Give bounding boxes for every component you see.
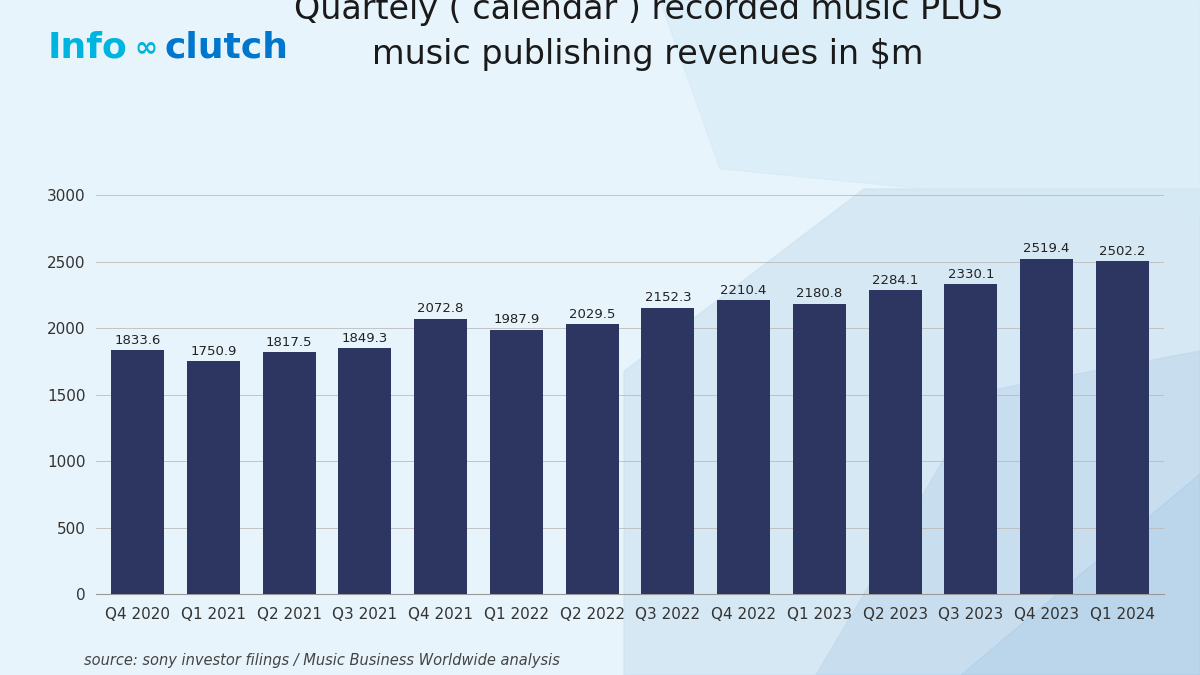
Bar [112,350,164,594]
Bar [490,330,542,594]
Polygon shape [624,189,1200,675]
Text: 1833.6: 1833.6 [114,333,161,346]
Text: 1750.9: 1750.9 [191,345,236,358]
Text: Info: Info [48,30,127,64]
Text: 2152.3: 2152.3 [644,291,691,304]
Text: ∞: ∞ [134,33,157,61]
Bar [869,290,922,594]
Text: 2072.8: 2072.8 [418,302,464,315]
Text: 2330.1: 2330.1 [948,267,994,281]
Text: 2519.4: 2519.4 [1024,242,1069,255]
Text: 1987.9: 1987.9 [493,313,540,326]
Bar [641,308,695,594]
Text: 1817.5: 1817.5 [266,335,312,349]
Polygon shape [660,0,1200,216]
Text: source: sony investor filings / Music Business Worldwide analysis: source: sony investor filings / Music Bu… [84,653,560,668]
Text: 1849.3: 1849.3 [342,331,388,344]
Text: 2210.4: 2210.4 [720,284,767,296]
Bar [1020,259,1073,594]
Text: clutch: clutch [164,30,288,64]
Bar [793,304,846,594]
Text: 2180.8: 2180.8 [797,288,842,300]
Bar [1096,261,1148,594]
Bar [718,300,770,594]
Text: Quartely ( calendar ) recorded music PLUS
music publishing revenues in $m: Quartely ( calendar ) recorded music PLU… [294,0,1002,71]
Polygon shape [816,351,1200,675]
Polygon shape [960,472,1200,675]
Bar [187,361,240,594]
Bar [338,348,391,594]
Text: 2284.1: 2284.1 [872,274,918,287]
Bar [565,324,619,594]
Bar [263,352,316,594]
Text: 2502.2: 2502.2 [1099,245,1146,258]
Bar [944,284,997,594]
Text: 2029.5: 2029.5 [569,308,616,321]
Bar [414,319,467,594]
